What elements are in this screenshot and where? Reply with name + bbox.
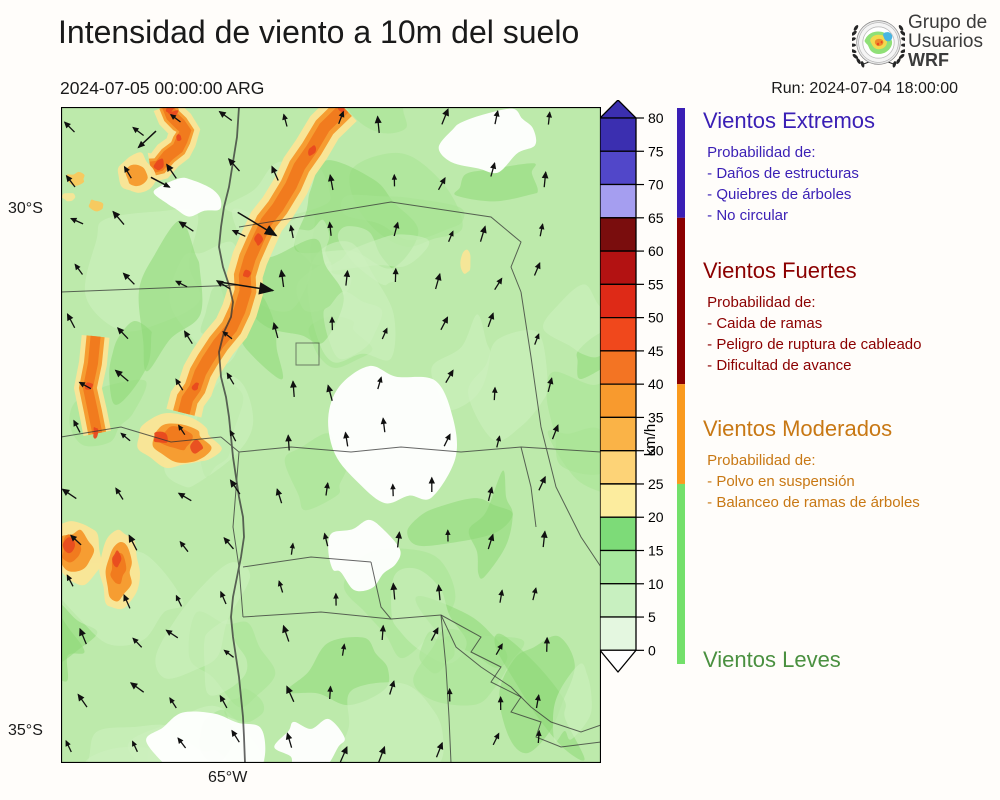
svg-text:60: 60 (648, 243, 664, 259)
svg-text:5: 5 (648, 609, 656, 625)
svg-text:80: 80 (648, 110, 664, 126)
svg-text:15: 15 (648, 543, 664, 559)
svg-text:km/h: km/h (642, 424, 659, 457)
svg-text:20: 20 (648, 509, 664, 525)
svg-text:10: 10 (648, 576, 664, 592)
svg-text:0: 0 (648, 642, 656, 658)
svg-text:55: 55 (648, 276, 664, 292)
svg-text:45: 45 (648, 343, 664, 359)
svg-text:75: 75 (648, 143, 664, 159)
svg-text:40: 40 (648, 376, 664, 392)
svg-text:25: 25 (648, 476, 664, 492)
svg-text:35: 35 (648, 409, 664, 425)
svg-text:50: 50 (648, 310, 664, 326)
svg-text:70: 70 (648, 177, 664, 193)
svg-text:65: 65 (648, 210, 664, 226)
